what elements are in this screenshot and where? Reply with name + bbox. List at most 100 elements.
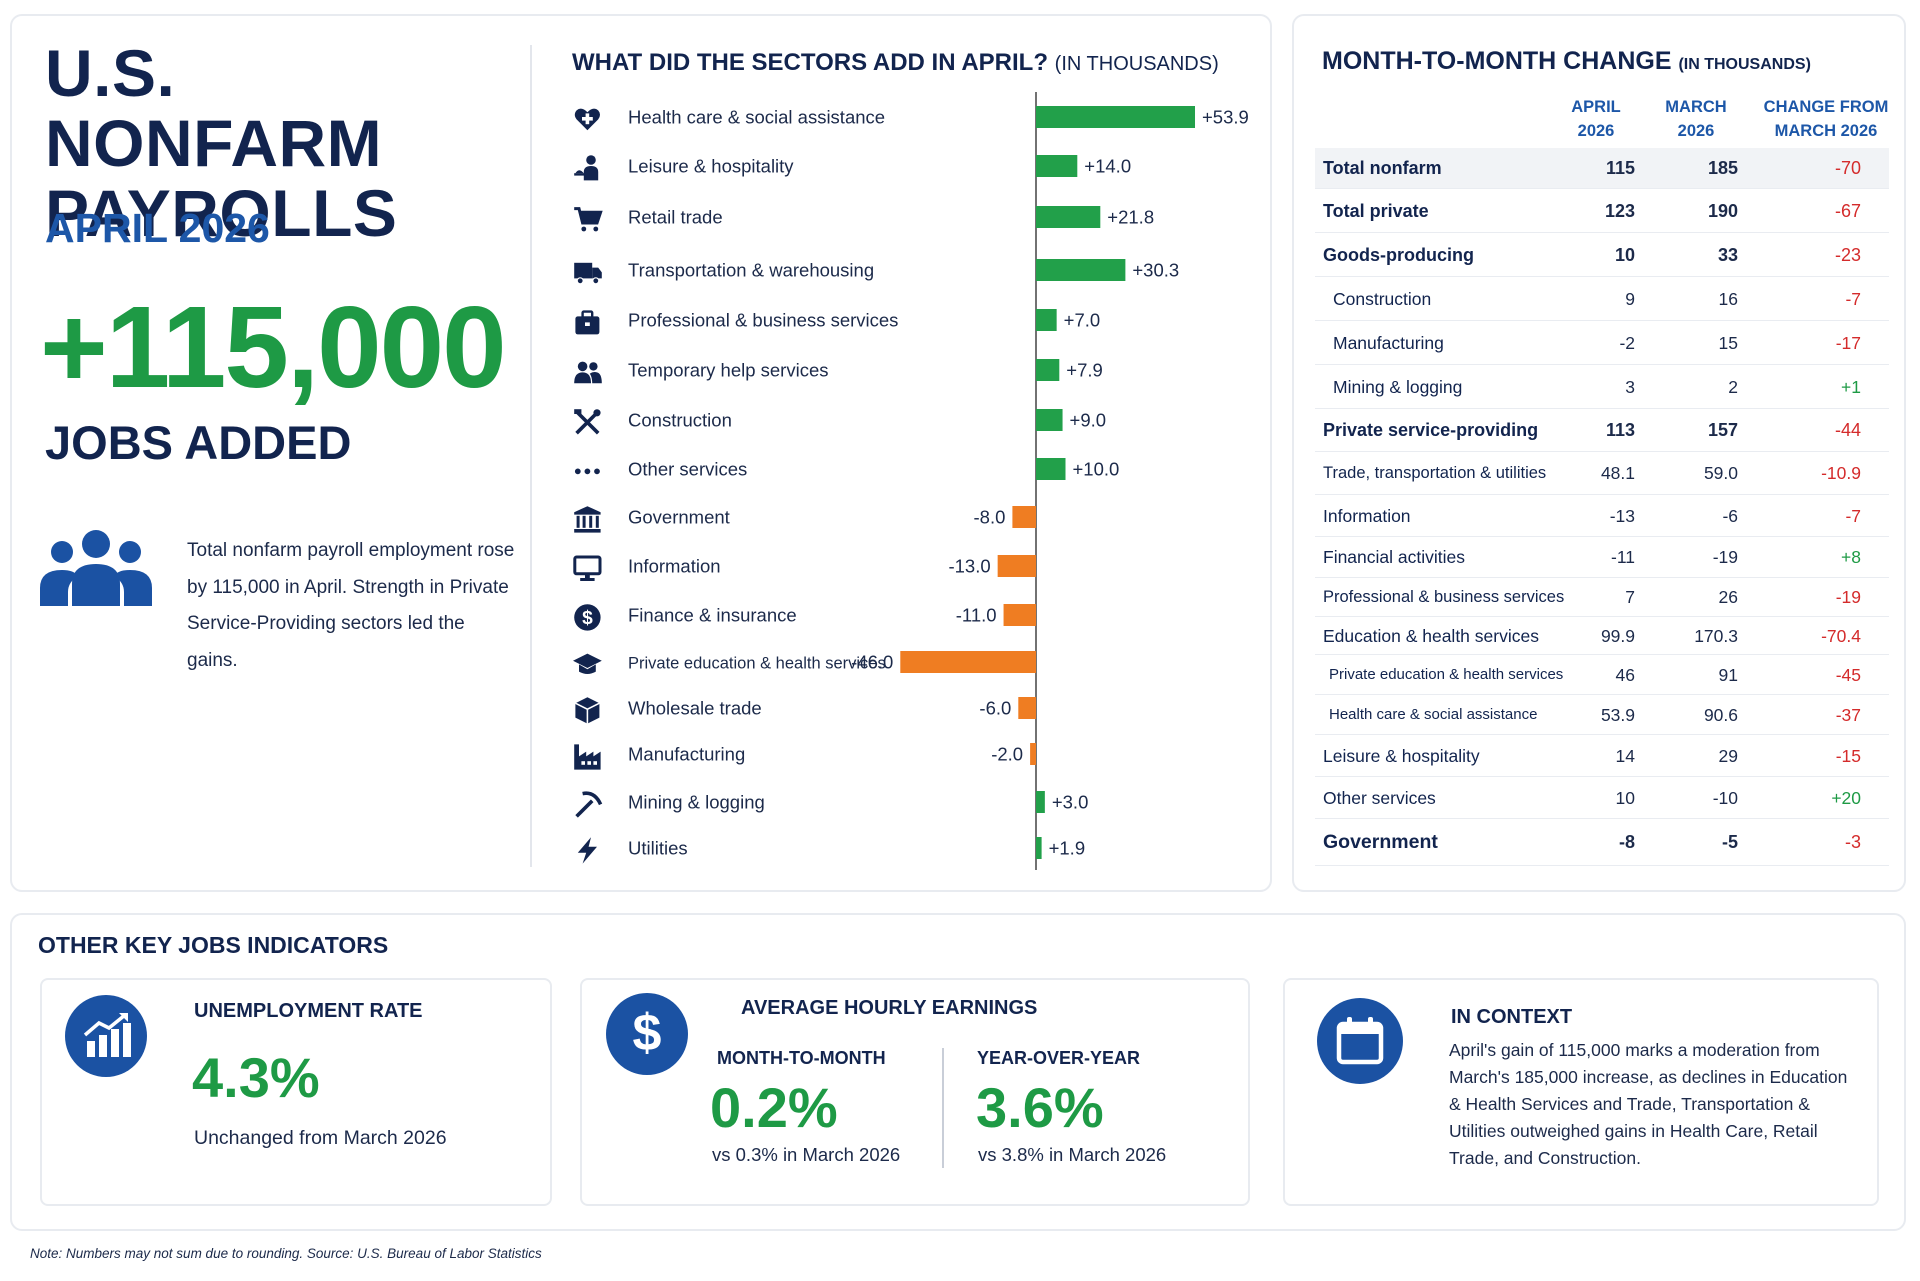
category-label: Wholesale trade xyxy=(628,698,762,719)
row-change-value: -45 xyxy=(1835,665,1861,685)
row-march-value: -6 xyxy=(1722,506,1738,526)
row-change-value: +1 xyxy=(1841,377,1861,397)
category-label: Finance & insurance xyxy=(628,605,797,626)
row-april-value: 48.1 xyxy=(1600,463,1635,483)
hero-summary: Total nonfarm payroll employment rose by… xyxy=(187,540,515,671)
row-change-value: -70.4 xyxy=(1821,626,1861,646)
col-header-march: MARCH 2026 xyxy=(1650,95,1742,143)
table-row: Trade, transportation & utilities 48.1 59.… xyxy=(1315,452,1889,495)
bar xyxy=(1036,359,1060,381)
category-label: Professional & business services xyxy=(628,310,898,331)
page-title: U.S. NONFARM PAYROLLS xyxy=(45,36,398,250)
row-april-value: -11 xyxy=(1611,547,1635,567)
value-label: +21.8 xyxy=(1107,207,1154,228)
graduation-cap-icon xyxy=(573,653,602,674)
value-label: +3.0 xyxy=(1052,792,1089,813)
row-march-value: -10 xyxy=(1712,788,1738,808)
briefcase-icon xyxy=(575,310,600,335)
indicators-title: OTHER KEY JOBS INDICATORS xyxy=(38,932,389,958)
row-label: Professional & business services xyxy=(1323,588,1565,606)
lightning-icon xyxy=(577,837,597,864)
row-march-value: 170.3 xyxy=(1694,626,1738,646)
row-change-value: -10.9 xyxy=(1821,463,1861,483)
col-header-april-line2: 2026 xyxy=(1577,122,1615,140)
box-icon xyxy=(575,697,600,724)
context-text: April's gain of 115,000 marks a moderati… xyxy=(1449,1040,1848,1168)
context-label: IN CONTEXT xyxy=(1451,1006,1573,1028)
row-march-value: 2 xyxy=(1728,377,1738,397)
row-march-value: 185 xyxy=(1707,158,1738,178)
row-label: Financial activities xyxy=(1323,547,1465,567)
value-label: -13.0 xyxy=(948,556,990,577)
dots-icon xyxy=(574,468,600,475)
bar xyxy=(1036,259,1126,281)
table-row: Information -13 -6 -7 xyxy=(1315,495,1889,537)
row-label: Education & health services xyxy=(1323,626,1539,646)
people-group-icon xyxy=(38,530,154,611)
row-march-value: 16 xyxy=(1718,289,1738,309)
row-march-value: 59.0 xyxy=(1703,463,1738,483)
earnings-mtm-label: MONTH-TO-MONTH xyxy=(717,1048,886,1068)
category-label: Information xyxy=(628,556,721,577)
table-row: Health care & social assistance 53.9 90.6 -… xyxy=(1315,695,1889,735)
report-date: APRIL 2026 xyxy=(45,205,270,251)
value-label: -46.0 xyxy=(851,652,893,673)
row-change-value: -7 xyxy=(1845,289,1861,309)
col-header-april-line1: APRIL xyxy=(1571,98,1621,116)
row-label: Private service-providing xyxy=(1323,420,1539,440)
divider xyxy=(530,45,532,867)
earnings-divider xyxy=(942,1048,944,1168)
truck-icon xyxy=(574,262,602,285)
bar xyxy=(1030,743,1036,765)
row-change-value: +8 xyxy=(1841,547,1861,567)
table-row: Other services 10 -10 +20 xyxy=(1315,777,1889,819)
row-april-value: 7 xyxy=(1625,587,1635,607)
row-april-value: 46 xyxy=(1615,665,1635,685)
jobs-added-number: +115,000 xyxy=(40,282,507,412)
bar xyxy=(1036,837,1042,859)
factory-icon xyxy=(574,744,601,770)
row-april-value: -8 xyxy=(1618,832,1635,852)
row-april-value: 115 xyxy=(1605,158,1635,178)
col-header-march-line1: MARCH xyxy=(1665,98,1727,116)
bar xyxy=(1036,309,1057,331)
row-march-value: -19 xyxy=(1712,547,1738,567)
row-label: Private education & health services xyxy=(1329,666,1564,683)
table-row: Construction 9 16 -7 xyxy=(1315,277,1889,321)
table-row: Total private 123 190 -67 xyxy=(1315,189,1889,233)
waiter-icon xyxy=(574,155,599,181)
svg-text:$: $ xyxy=(633,1004,662,1062)
row-april-value: 123 xyxy=(1604,201,1635,221)
bar xyxy=(1036,106,1196,128)
row-label: Information xyxy=(1323,506,1411,526)
value-label: -8.0 xyxy=(974,507,1006,528)
category-label: Temporary help services xyxy=(628,360,829,381)
category-label: Retail trade xyxy=(628,207,723,228)
row-label: Manufacturing xyxy=(1333,333,1444,353)
change-table: Total nonfarm 115 185 -70 Total private 123 19… xyxy=(1315,148,1889,866)
bar xyxy=(1036,206,1101,228)
value-label: +7.0 xyxy=(1064,310,1101,331)
row-change-value: -19 xyxy=(1835,587,1861,607)
row-april-value: 14 xyxy=(1615,746,1635,766)
row-label: Goods-producing xyxy=(1323,245,1474,265)
shopping-cart-icon xyxy=(574,207,603,232)
pickaxe-icon xyxy=(575,791,603,818)
row-label: Government xyxy=(1323,831,1438,853)
row-april-value: -13 xyxy=(1609,506,1635,526)
row-change-value: -15 xyxy=(1835,746,1861,766)
value-label: -11.0 xyxy=(956,605,997,626)
earnings-label: AVERAGE HOURLY EARNINGS xyxy=(741,997,1038,1019)
row-change-value: -17 xyxy=(1835,333,1861,353)
row-march-value: 190 xyxy=(1707,201,1738,221)
category-label: Manufacturing xyxy=(628,744,745,765)
table-title: MONTH-TO-MONTH CHANGE (IN THOUSANDS) xyxy=(1322,47,1811,76)
value-label: -2.0 xyxy=(991,744,1023,765)
col-header-change-line2: MARCH 2026 xyxy=(1774,122,1878,140)
category-label: Health care & social assistance xyxy=(628,107,885,128)
row-change-value: +20 xyxy=(1831,788,1861,808)
category-label: Other services xyxy=(628,459,747,480)
earnings-mtm-note: vs 0.3% in March 2026 xyxy=(712,1144,901,1165)
bar xyxy=(997,555,1036,577)
bar xyxy=(1036,458,1066,480)
